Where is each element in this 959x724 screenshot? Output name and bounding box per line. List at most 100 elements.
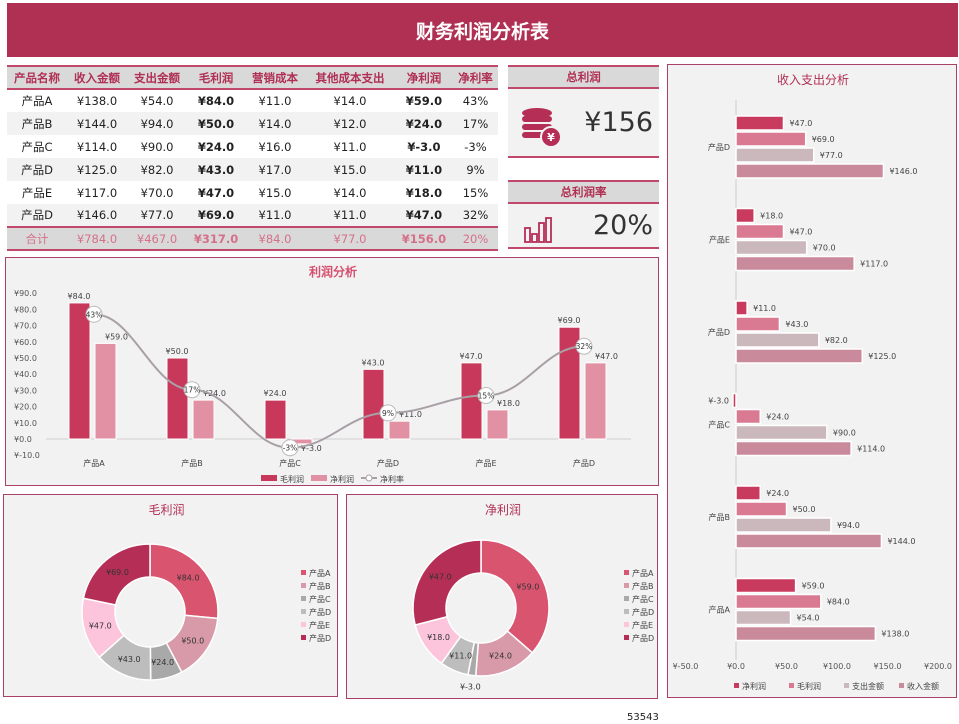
legend-label: 毛利润 — [797, 681, 821, 691]
table-cell: ¥114.0 — [76, 139, 118, 154]
legend-swatch — [624, 570, 629, 575]
legend-label: 产品A — [309, 568, 331, 578]
legend-label: 产品E — [309, 620, 330, 630]
legend-swatch — [624, 622, 629, 627]
bar-3 — [735, 625, 877, 642]
legend-swatch — [624, 609, 629, 614]
table-cell: ¥47.0 — [197, 185, 235, 200]
legend-label: 产品C — [632, 594, 654, 604]
bar-gross — [68, 302, 91, 440]
profit-rate-label: 总利润率 — [508, 182, 659, 204]
data-label: ¥94.0 — [837, 521, 860, 530]
table-cell: 产品E — [21, 185, 53, 200]
column-header: 收入金额 — [67, 65, 128, 90]
x-tick-label: 产品C — [279, 458, 301, 468]
data-label: ¥90.0 — [833, 429, 856, 438]
income-expense-chart: 收入支出分析 ¥-50.0 ¥0.0 ¥50.0 ¥100.0 ¥150.0 ¥200.0 产… — [667, 64, 957, 698]
bar-gross — [362, 368, 385, 440]
table-cell: ¥11.0 — [244, 204, 305, 227]
rate-label: 32% — [576, 342, 593, 351]
bar-0 — [732, 392, 737, 409]
total-cell: 20% — [452, 226, 498, 251]
table-cell: ¥15.0 — [304, 158, 396, 181]
slice-label: ¥24.0 — [151, 658, 174, 667]
bar-0 — [735, 485, 761, 501]
x-tick-label: ¥-50.0 — [673, 662, 699, 671]
table-cell: ¥47.0 — [395, 204, 453, 227]
table-cell: ¥144.0 — [67, 112, 128, 135]
total-profit-label: 总利润 — [508, 67, 659, 89]
bar-2 — [735, 147, 815, 163]
table-row: 产品D ¥125.0 ¥82.0 ¥43.0 ¥17.0 ¥15.0 ¥11.0 9% — [7, 158, 498, 181]
donut-slice — [82, 543, 151, 606]
data-label: ¥70.0 — [813, 244, 836, 253]
slice-label: ¥-3.0 — [460, 682, 481, 691]
data-label: ¥59.0 — [802, 582, 825, 591]
data-label: ¥11.0 — [399, 410, 422, 419]
bar-net — [388, 420, 411, 440]
data-label: ¥77.0 — [820, 151, 843, 160]
bar-2 — [735, 517, 832, 533]
data-label: ¥24.0 — [766, 413, 789, 422]
coins-yen-icon: ¥ — [522, 108, 562, 148]
legend-swatch — [789, 683, 794, 688]
data-label: ¥47.0 — [460, 352, 483, 361]
table-cell: 产品A — [21, 94, 53, 108]
data-label: ¥24.0 — [203, 389, 226, 398]
gross-profit-donut: 毛利润 ¥84.0 产品A ¥50.0 产品B ¥24.0 产品C ¥43.0 产品D ¥47.0… — [3, 494, 338, 697]
y-tick-label: ¥80.0 — [14, 305, 37, 314]
table-cell: ¥70.0 — [140, 185, 174, 200]
column-header: 支出金额 — [127, 65, 188, 90]
rate-marker — [85, 305, 103, 323]
table-cell: ¥11.0 — [395, 158, 453, 181]
table-cell: ¥77.0 — [127, 204, 188, 227]
total-cell: ¥784.0 — [67, 226, 128, 251]
column-header: 营销成本 — [244, 65, 305, 90]
table-cell: ¥-3.0 — [407, 139, 441, 154]
bar-1 — [735, 501, 788, 517]
data-label: ¥54.0 — [797, 614, 820, 623]
data-label: ¥146.0 — [889, 167, 917, 176]
slice-label: ¥50.0 — [181, 637, 204, 646]
table-cell: ¥16.0 — [258, 139, 292, 154]
bar-2 — [735, 424, 828, 441]
legend-swatch — [301, 583, 306, 588]
chart-title: 毛利润 — [148, 503, 184, 517]
legend-label: 产品C — [309, 594, 331, 604]
y-tick-label: ¥50.0 — [14, 354, 37, 363]
y-tick-label: 产品D — [708, 142, 730, 152]
legend-swatch — [899, 683, 904, 688]
rate-label: 15% — [478, 392, 495, 401]
y-tick-label: ¥-10.0 — [14, 451, 40, 460]
legend-label: 产品D — [309, 633, 331, 643]
y-tick-label: ¥60.0 — [14, 338, 37, 347]
table-cell: 产品D — [7, 204, 68, 227]
bar-3 — [735, 440, 852, 457]
legend-swatch — [301, 596, 306, 601]
bar-3 — [735, 255, 855, 272]
legend-swatch — [624, 596, 629, 601]
y-tick-label: ¥90.0 — [14, 289, 37, 298]
bar-0 — [735, 115, 785, 131]
data-label: ¥-3.0 — [301, 444, 322, 453]
x-tick-label: 产品D — [377, 458, 399, 468]
rate-label: 9% — [382, 409, 394, 418]
total-cell: ¥77.0 — [304, 226, 396, 251]
legend-swatch — [301, 635, 306, 640]
table-row: 产品E ¥117.0 ¥70.0 ¥47.0 ¥15.0 ¥14.0 ¥18.0 15% — [7, 181, 498, 204]
slice-label: ¥84.0 — [177, 573, 200, 582]
total-cell: 合计 — [7, 226, 68, 251]
data-label: ¥24.0 — [766, 489, 789, 498]
total-cell: ¥317.0 — [187, 226, 245, 251]
table-cell: ¥125.0 — [67, 158, 128, 181]
table-cell: ¥14.0 — [333, 185, 367, 200]
rate-marker — [477, 387, 495, 404]
bar-2 — [735, 239, 808, 256]
rate-label: -3% — [283, 444, 298, 453]
x-tick-label: 产品D — [573, 458, 595, 468]
table-cell: ¥11.0 — [258, 94, 292, 108]
total-cell: ¥467.0 — [127, 226, 188, 251]
table-cell: ¥90.0 — [140, 139, 174, 154]
bar-1 — [735, 316, 781, 332]
rate-marker — [183, 381, 201, 399]
